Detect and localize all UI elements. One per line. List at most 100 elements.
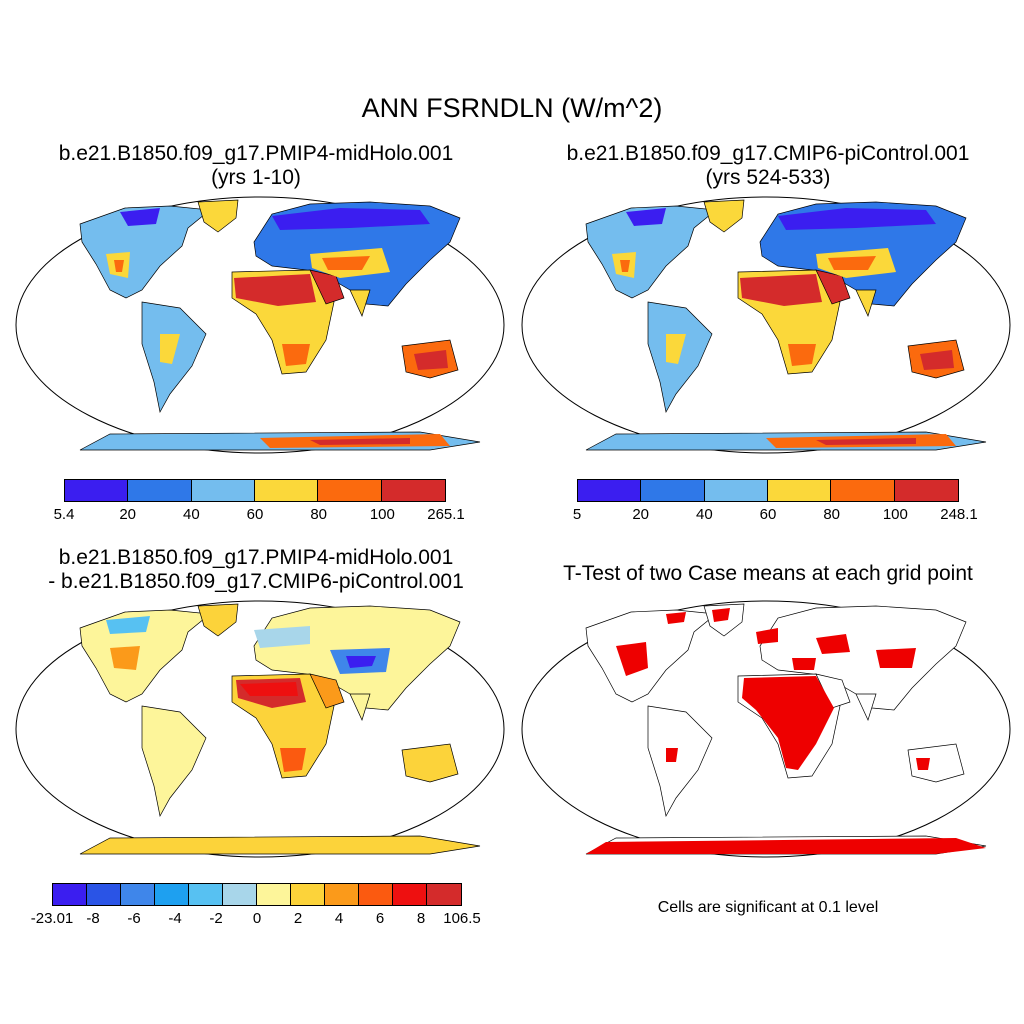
significance-note: Cells are significant at 0.1 level <box>657 899 879 916</box>
australia-interior <box>414 350 448 370</box>
significant-region <box>742 676 834 770</box>
colorbar-tick-label: 6 <box>375 910 385 927</box>
na-desert <box>114 260 124 272</box>
colorbar-swatch <box>191 480 255 501</box>
land-greenland <box>197 603 239 637</box>
colorbar-tick-label: 248.1 <box>940 506 978 523</box>
significant-region <box>666 612 686 624</box>
land-southAmerica <box>141 301 207 414</box>
land-outline-australia <box>907 743 965 783</box>
significant-region <box>712 608 730 622</box>
europe-diff <box>254 626 310 648</box>
land-india <box>349 289 371 317</box>
colorbar-difference <box>52 883 462 906</box>
land-arabia <box>815 269 851 305</box>
arctic-canada <box>626 208 666 226</box>
colorbar-tick-label: 2 <box>293 910 303 927</box>
colorbar-tick-label: 265.1 <box>427 506 465 523</box>
colorbar-tick-label: 40 <box>695 506 713 523</box>
sahara-diff-core <box>240 682 298 696</box>
colorbar-swatch <box>257 884 291 905</box>
colorbar-tick-label: 100 <box>882 506 908 523</box>
colorbar-swatch <box>427 884 461 905</box>
kalahari <box>788 344 816 366</box>
colorbar-swatch <box>121 884 155 905</box>
colorbar-swatch <box>291 884 325 905</box>
colorbar-swatch <box>325 884 359 905</box>
australia-interior <box>920 350 954 370</box>
colorbar-swatch <box>87 884 121 905</box>
land-outline-india <box>855 693 877 721</box>
significant-region <box>916 758 930 770</box>
significant-region <box>666 748 678 762</box>
central-asia-high <box>828 256 876 270</box>
land-northAmerica <box>585 205 717 299</box>
land-antarctica <box>79 835 481 855</box>
colorbar-tick-label: 8 <box>416 910 426 927</box>
east-antarctica-core <box>310 438 410 445</box>
significant-region <box>756 628 778 644</box>
colorbar-tick-label: 20 <box>119 506 136 523</box>
significant-region <box>792 658 816 670</box>
colorbar-swatch <box>381 480 445 501</box>
land-outline-northAmerica <box>585 609 717 703</box>
colorbar-swatch <box>189 884 223 905</box>
siberia-low <box>272 208 430 230</box>
land-outline-eurasia <box>759 605 967 711</box>
colorbar-swatch <box>831 480 895 501</box>
colorbar-control <box>577 479 959 502</box>
colorbar-tick-label: 80 <box>823 506 840 523</box>
land-india <box>349 693 371 721</box>
significant-region <box>616 642 648 676</box>
colorbar-tick-label: 106.5 <box>443 910 481 927</box>
land-australia <box>401 743 459 783</box>
colorbar-swatch <box>65 480 129 501</box>
colorbar-tick-label: 40 <box>182 506 200 523</box>
colorbar-swatch <box>155 884 189 905</box>
map-panel-difference <box>15 600 505 858</box>
land-arabia <box>309 269 345 305</box>
sahara-high <box>234 274 316 306</box>
map-panel-control <box>521 196 1011 454</box>
central-asia-high <box>322 256 370 270</box>
arctic-canada <box>120 208 160 226</box>
land-india <box>855 289 877 317</box>
significant-region <box>876 648 916 668</box>
land-greenland <box>197 199 239 233</box>
colorbar-swatch <box>578 480 642 501</box>
colorbar-tick-label: 60 <box>246 506 264 523</box>
colorbar-tick-label: 5 <box>572 506 582 523</box>
sa-east <box>666 334 686 364</box>
colorbar-swatch <box>767 480 832 501</box>
colorbar-swatch <box>393 884 427 905</box>
siberia-low <box>778 208 936 230</box>
colorbar-tick-label: -6 <box>127 910 141 927</box>
colorbar-tick-label: -2 <box>209 910 223 927</box>
panel-4-title: T-Test of two Case means at each grid po… <box>563 562 973 585</box>
colorbar-tick-label: 100 <box>369 506 395 523</box>
map-panel-ttest <box>521 600 1011 858</box>
colorbar-tick-label: 80 <box>310 506 327 523</box>
land-arabia <box>309 673 345 709</box>
colorbar-case <box>64 479 446 502</box>
colorbar-tick-label: -8 <box>86 910 100 927</box>
land-southAmerica <box>141 705 207 818</box>
na-desert <box>620 260 630 272</box>
colorbar-swatch <box>894 480 958 501</box>
sa-east <box>160 334 180 364</box>
colorbar-swatch <box>128 480 192 501</box>
colorbar-tick-label: 20 <box>632 506 649 523</box>
colorbar-swatch <box>641 480 705 501</box>
colorbar-tick-label: 0 <box>252 910 262 927</box>
canada-diff <box>106 616 150 634</box>
colorbar-tick-label: -4 <box>168 910 182 927</box>
colorbar-swatch <box>53 884 87 905</box>
sahara-high <box>740 274 822 306</box>
significant-region <box>816 634 850 654</box>
colorbar-swatch <box>704 480 768 501</box>
colorbar-swatch <box>318 480 382 501</box>
kalahari <box>282 344 310 366</box>
asia-diff-strong-neg <box>346 656 376 668</box>
east-antarctica-core <box>816 438 916 445</box>
land-greenland <box>703 199 745 233</box>
